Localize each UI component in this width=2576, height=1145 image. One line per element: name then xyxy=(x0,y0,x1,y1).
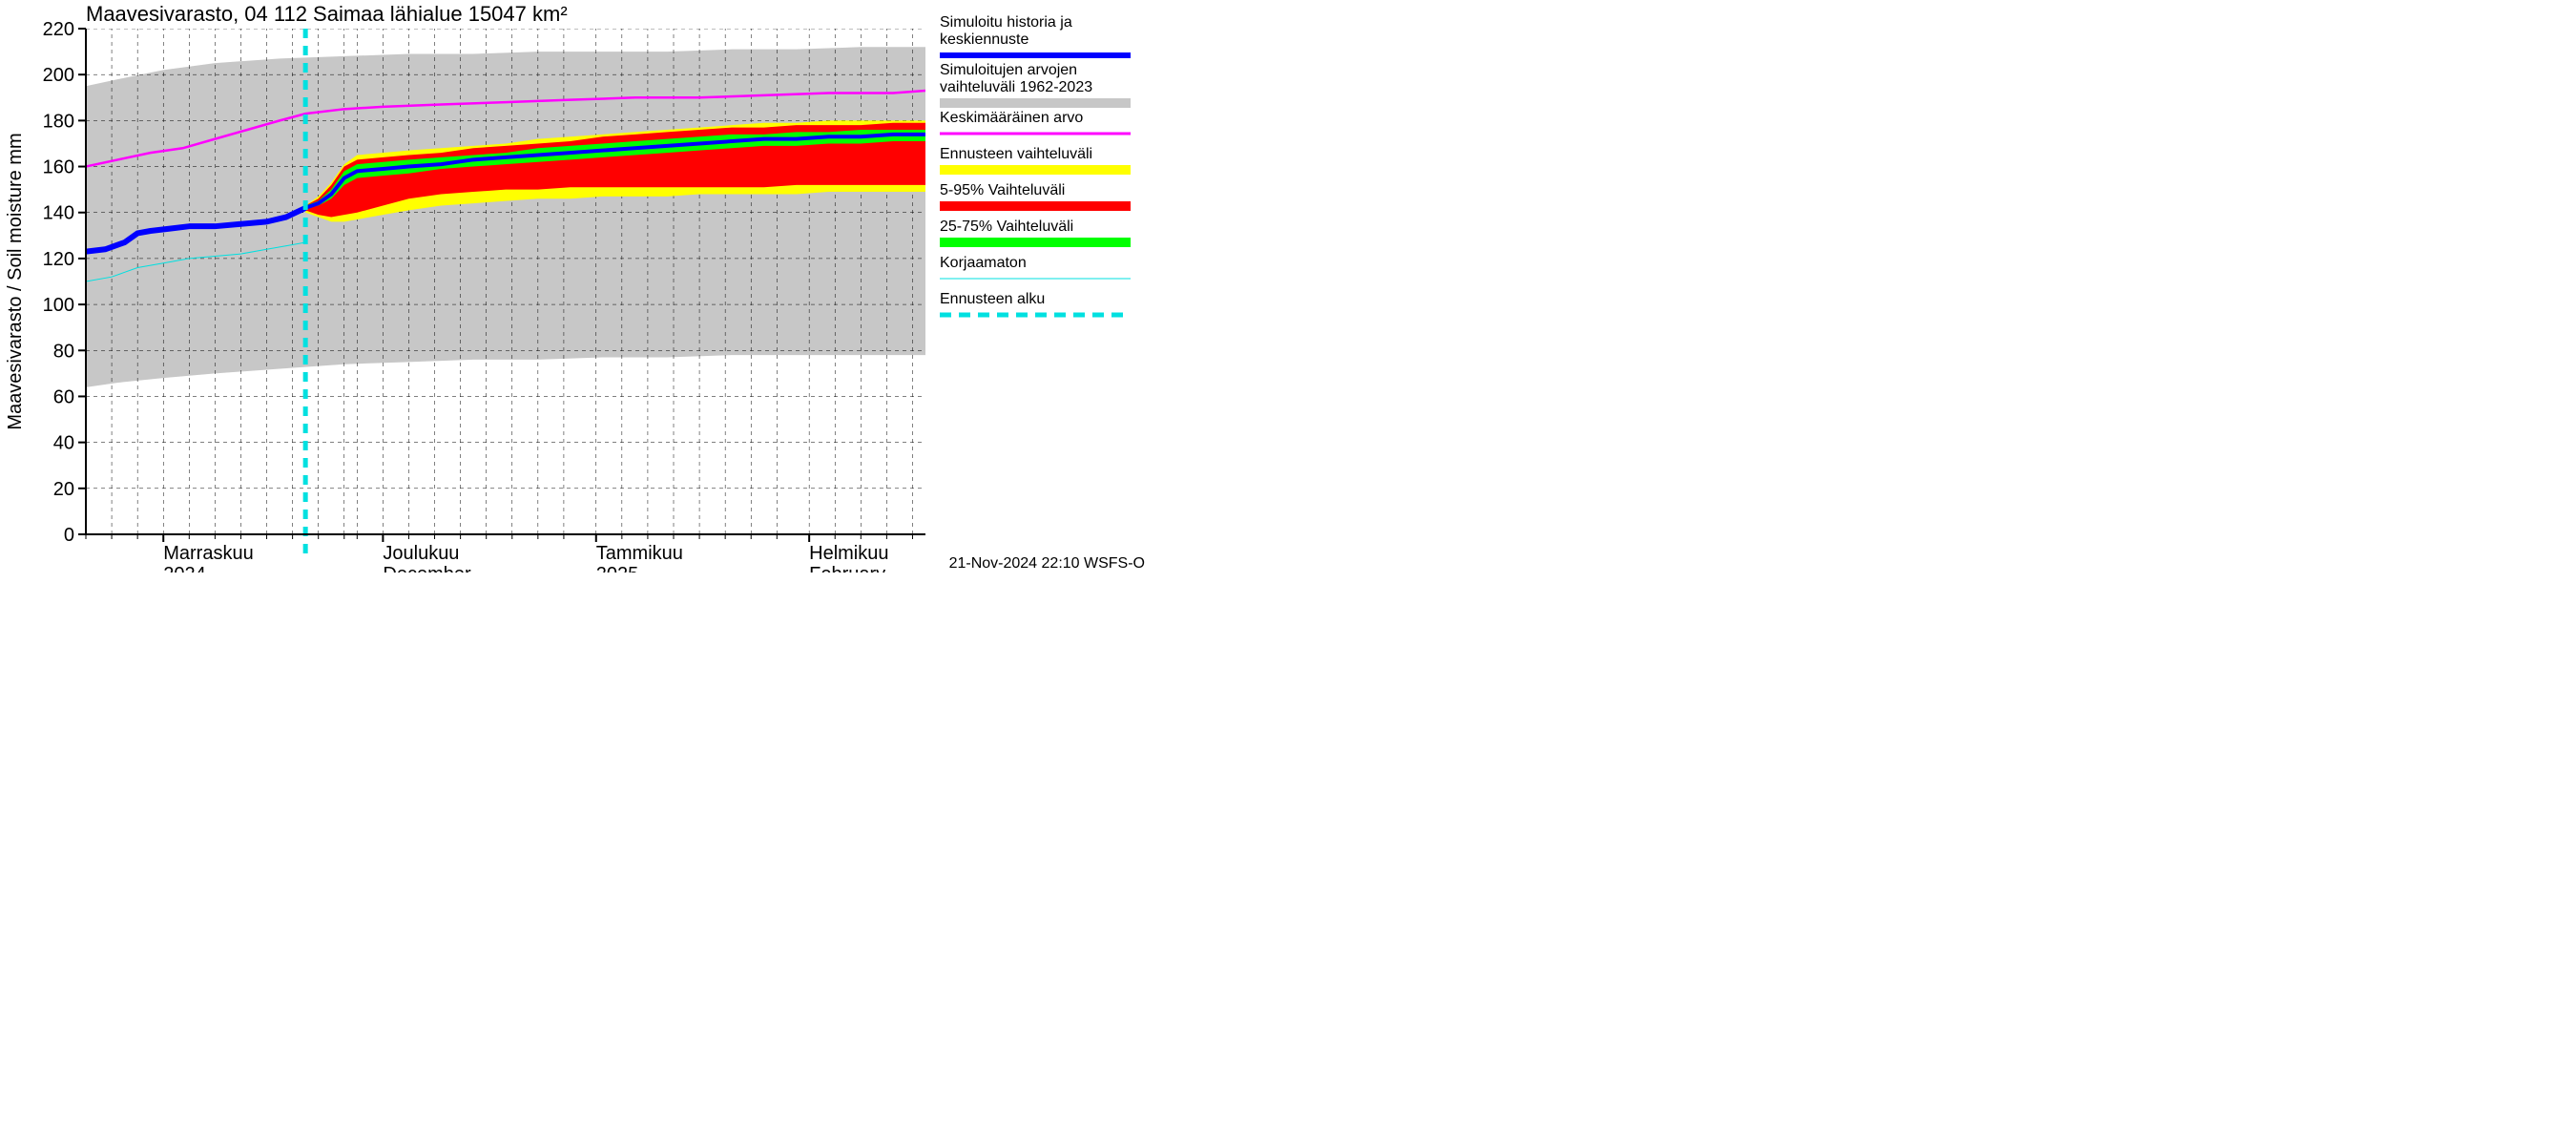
x-year-label: 2025 xyxy=(596,564,639,572)
legend-label: Keskimääräinen arvo xyxy=(940,110,1083,126)
legend-label: keskiennuste xyxy=(940,31,1028,48)
y-tick-label: 60 xyxy=(53,386,74,407)
legend-swatch xyxy=(940,165,1131,175)
chart-footer: 21-Nov-2024 22:10 WSFS-O xyxy=(949,555,1145,572)
x-month-label: Joulukuu xyxy=(383,543,459,564)
y-tick-label: 140 xyxy=(43,203,74,224)
legend-label: Ennusteen alku xyxy=(940,291,1045,307)
y-tick-label: 0 xyxy=(64,525,74,546)
historical-range-band xyxy=(86,47,925,387)
x-year-label: December xyxy=(383,564,471,572)
y-tick-label: 20 xyxy=(53,479,74,500)
chart-title: Maavesivarasto, 04 112 Saimaa lähialue 1… xyxy=(86,2,568,26)
legend-label: Simuloitujen arvojen xyxy=(940,62,1077,78)
legend-label: Simuloitu historia ja xyxy=(940,14,1072,31)
x-month-label: Helmikuu xyxy=(809,543,888,564)
legend-swatch xyxy=(940,238,1131,247)
y-tick-label: 200 xyxy=(43,65,74,86)
x-month-label: Tammikuu xyxy=(596,543,683,564)
legend-swatch xyxy=(940,201,1131,211)
legend-label: 5-95% Vaihteluväli xyxy=(940,182,1065,198)
x-year-label: 2024 xyxy=(163,564,206,572)
legend-label: 25-75% Vaihteluväli xyxy=(940,219,1073,235)
y-tick-label: 80 xyxy=(53,341,74,362)
y-tick-label: 120 xyxy=(43,249,74,270)
y-tick-label: 160 xyxy=(43,157,74,178)
y-tick-label: 180 xyxy=(43,111,74,132)
legend-label: Korjaamaton xyxy=(940,255,1027,271)
y-tick-label: 40 xyxy=(53,433,74,454)
x-month-label: Marraskuu xyxy=(163,543,253,564)
legend-label: Ennusteen vaihteluväli xyxy=(940,146,1092,162)
x-year-label: February xyxy=(809,564,885,572)
soil-moisture-chart: 020406080100120140160180200220Marraskuu2… xyxy=(0,0,1288,572)
y-tick-label: 100 xyxy=(43,295,74,316)
legend-swatch xyxy=(940,98,1131,108)
y-axis-label: Maavesivarasto / Soil moisture mm xyxy=(5,133,26,429)
legend-label: vaihteluväli 1962-2023 xyxy=(940,79,1092,95)
y-tick-label: 220 xyxy=(43,19,74,40)
